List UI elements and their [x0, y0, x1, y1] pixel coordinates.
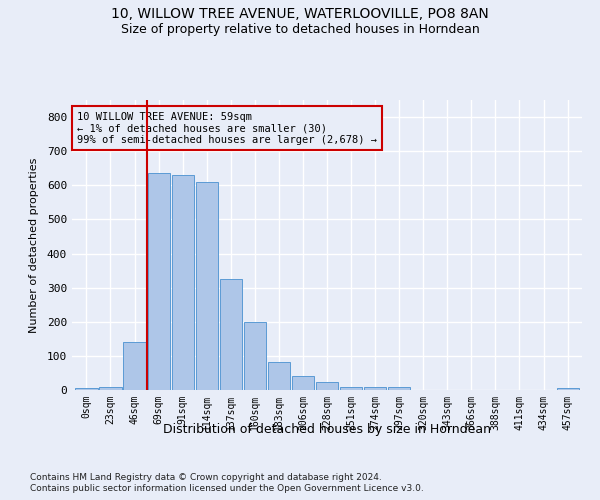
Bar: [220, 279, 242, 390]
Bar: [340, 386, 362, 390]
Text: Contains public sector information licensed under the Open Government Licence v3: Contains public sector information licen…: [30, 484, 424, 493]
Text: Distribution of detached houses by size in Horndean: Distribution of detached houses by size …: [163, 422, 491, 436]
Bar: [364, 386, 386, 390]
Text: Size of property relative to detached houses in Horndean: Size of property relative to detached ho…: [121, 22, 479, 36]
Bar: [268, 362, 290, 390]
Bar: [172, 175, 194, 390]
Bar: [388, 386, 410, 390]
Y-axis label: Number of detached properties: Number of detached properties: [29, 158, 38, 332]
Bar: [196, 182, 218, 390]
Bar: [557, 388, 578, 390]
Bar: [148, 174, 170, 390]
Bar: [76, 388, 98, 390]
Bar: [292, 376, 314, 390]
Bar: [100, 386, 122, 390]
Bar: [316, 382, 338, 390]
Bar: [244, 322, 266, 390]
Text: 10 WILLOW TREE AVENUE: 59sqm
← 1% of detached houses are smaller (30)
99% of sem: 10 WILLOW TREE AVENUE: 59sqm ← 1% of det…: [77, 112, 377, 145]
Text: 10, WILLOW TREE AVENUE, WATERLOOVILLE, PO8 8AN: 10, WILLOW TREE AVENUE, WATERLOOVILLE, P…: [111, 8, 489, 22]
Bar: [124, 342, 146, 390]
Text: Contains HM Land Registry data © Crown copyright and database right 2024.: Contains HM Land Registry data © Crown c…: [30, 472, 382, 482]
